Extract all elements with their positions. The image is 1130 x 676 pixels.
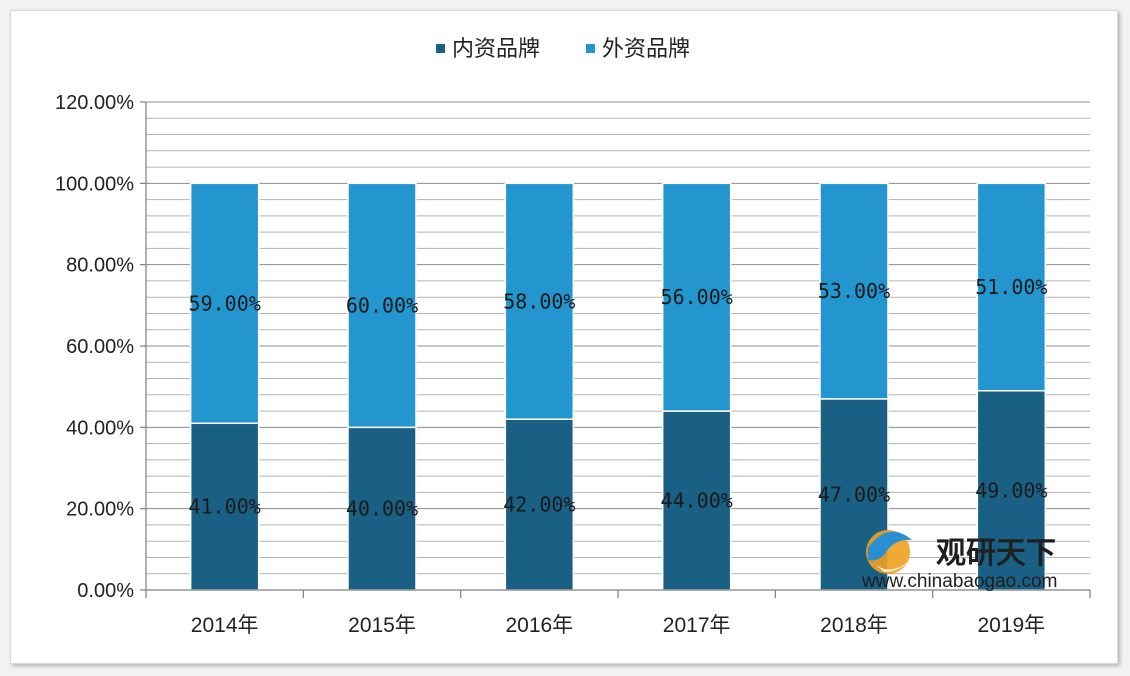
value-label-domestic-4: 44.00% <box>661 489 733 513</box>
bar-foreign-5 <box>819 182 889 400</box>
bar-foreign-6 <box>976 182 1047 392</box>
bar-domestic-1 <box>189 422 260 591</box>
value-label-foreign-6: 51.00% <box>975 275 1047 299</box>
x-tick-labels: 2014年 2015年 2016年 2017年 2018年 2019年 <box>191 614 1045 637</box>
watermark-brand: 观研天下 <box>936 537 1056 570</box>
grid-lines <box>146 101 1090 575</box>
legend-swatch-domestic <box>436 44 445 53</box>
bar-foreign-1 <box>189 182 260 425</box>
y-tick-label: 80.00% <box>66 255 134 277</box>
value-label-domestic-1: 41.00% <box>189 495 261 519</box>
bar-foreign-3 <box>504 182 575 420</box>
y-tick-labels: 0.00% 20.00% 40.00% 60.00% 80.00% 100.00% 120.… <box>55 92 134 602</box>
y-tick-label: 0.00% <box>77 580 134 602</box>
watermark-logo-icon <box>866 530 912 574</box>
value-label-domestic-3: 42.00% <box>503 493 575 517</box>
bar-domestic-6 <box>976 389 1047 591</box>
y-tick-label: 20.00% <box>66 499 134 521</box>
value-label-foreign-3: 58.00% <box>503 289 575 313</box>
value-labels: 41.00% 59.00% 40.00% 60.00% 42.00% 58.00% 44.0… <box>189 275 1048 521</box>
bar-foreign-4 <box>661 182 732 412</box>
value-label-domestic-5: 47.00% <box>818 482 890 506</box>
x-tick-label: 2018年 <box>820 614 888 637</box>
x-tick-label: 2014年 <box>191 614 259 637</box>
y-tick-label: 100.00% <box>55 173 134 195</box>
x-tick-label: 2016年 <box>505 614 573 637</box>
value-label-domestic-6: 49.00% <box>975 478 1047 502</box>
value-label-foreign-2: 60.00% <box>346 293 418 317</box>
x-tick-label: 2017年 <box>663 614 731 637</box>
bars <box>189 182 1047 591</box>
watermark: 观研天下 www.chinabaogao.com <box>861 530 1057 592</box>
value-label-foreign-1: 59.00% <box>189 291 261 315</box>
bar-domestic-3 <box>504 418 575 591</box>
value-label-foreign-4: 56.00% <box>661 285 733 309</box>
bar-foreign-2 <box>347 182 417 429</box>
value-label-foreign-5: 53.00% <box>818 279 890 303</box>
x-tick-label: 2015年 <box>348 614 416 637</box>
value-label-domestic-2: 40.00% <box>346 497 418 521</box>
legend-label-foreign: 外资品牌 <box>602 36 690 61</box>
legend-label-domestic: 内资品牌 <box>452 36 540 61</box>
y-tick-label: 120.00% <box>55 92 134 114</box>
watermark-url: www.chinabaogao.com <box>861 571 1057 592</box>
legend: 内资品牌 外资品牌 <box>436 36 690 61</box>
legend-swatch-foreign <box>586 44 595 53</box>
axes <box>140 101 1091 598</box>
x-tick-label: 2019年 <box>977 614 1045 637</box>
y-tick-label: 60.00% <box>66 336 134 358</box>
y-tick-label: 40.00% <box>66 417 134 439</box>
